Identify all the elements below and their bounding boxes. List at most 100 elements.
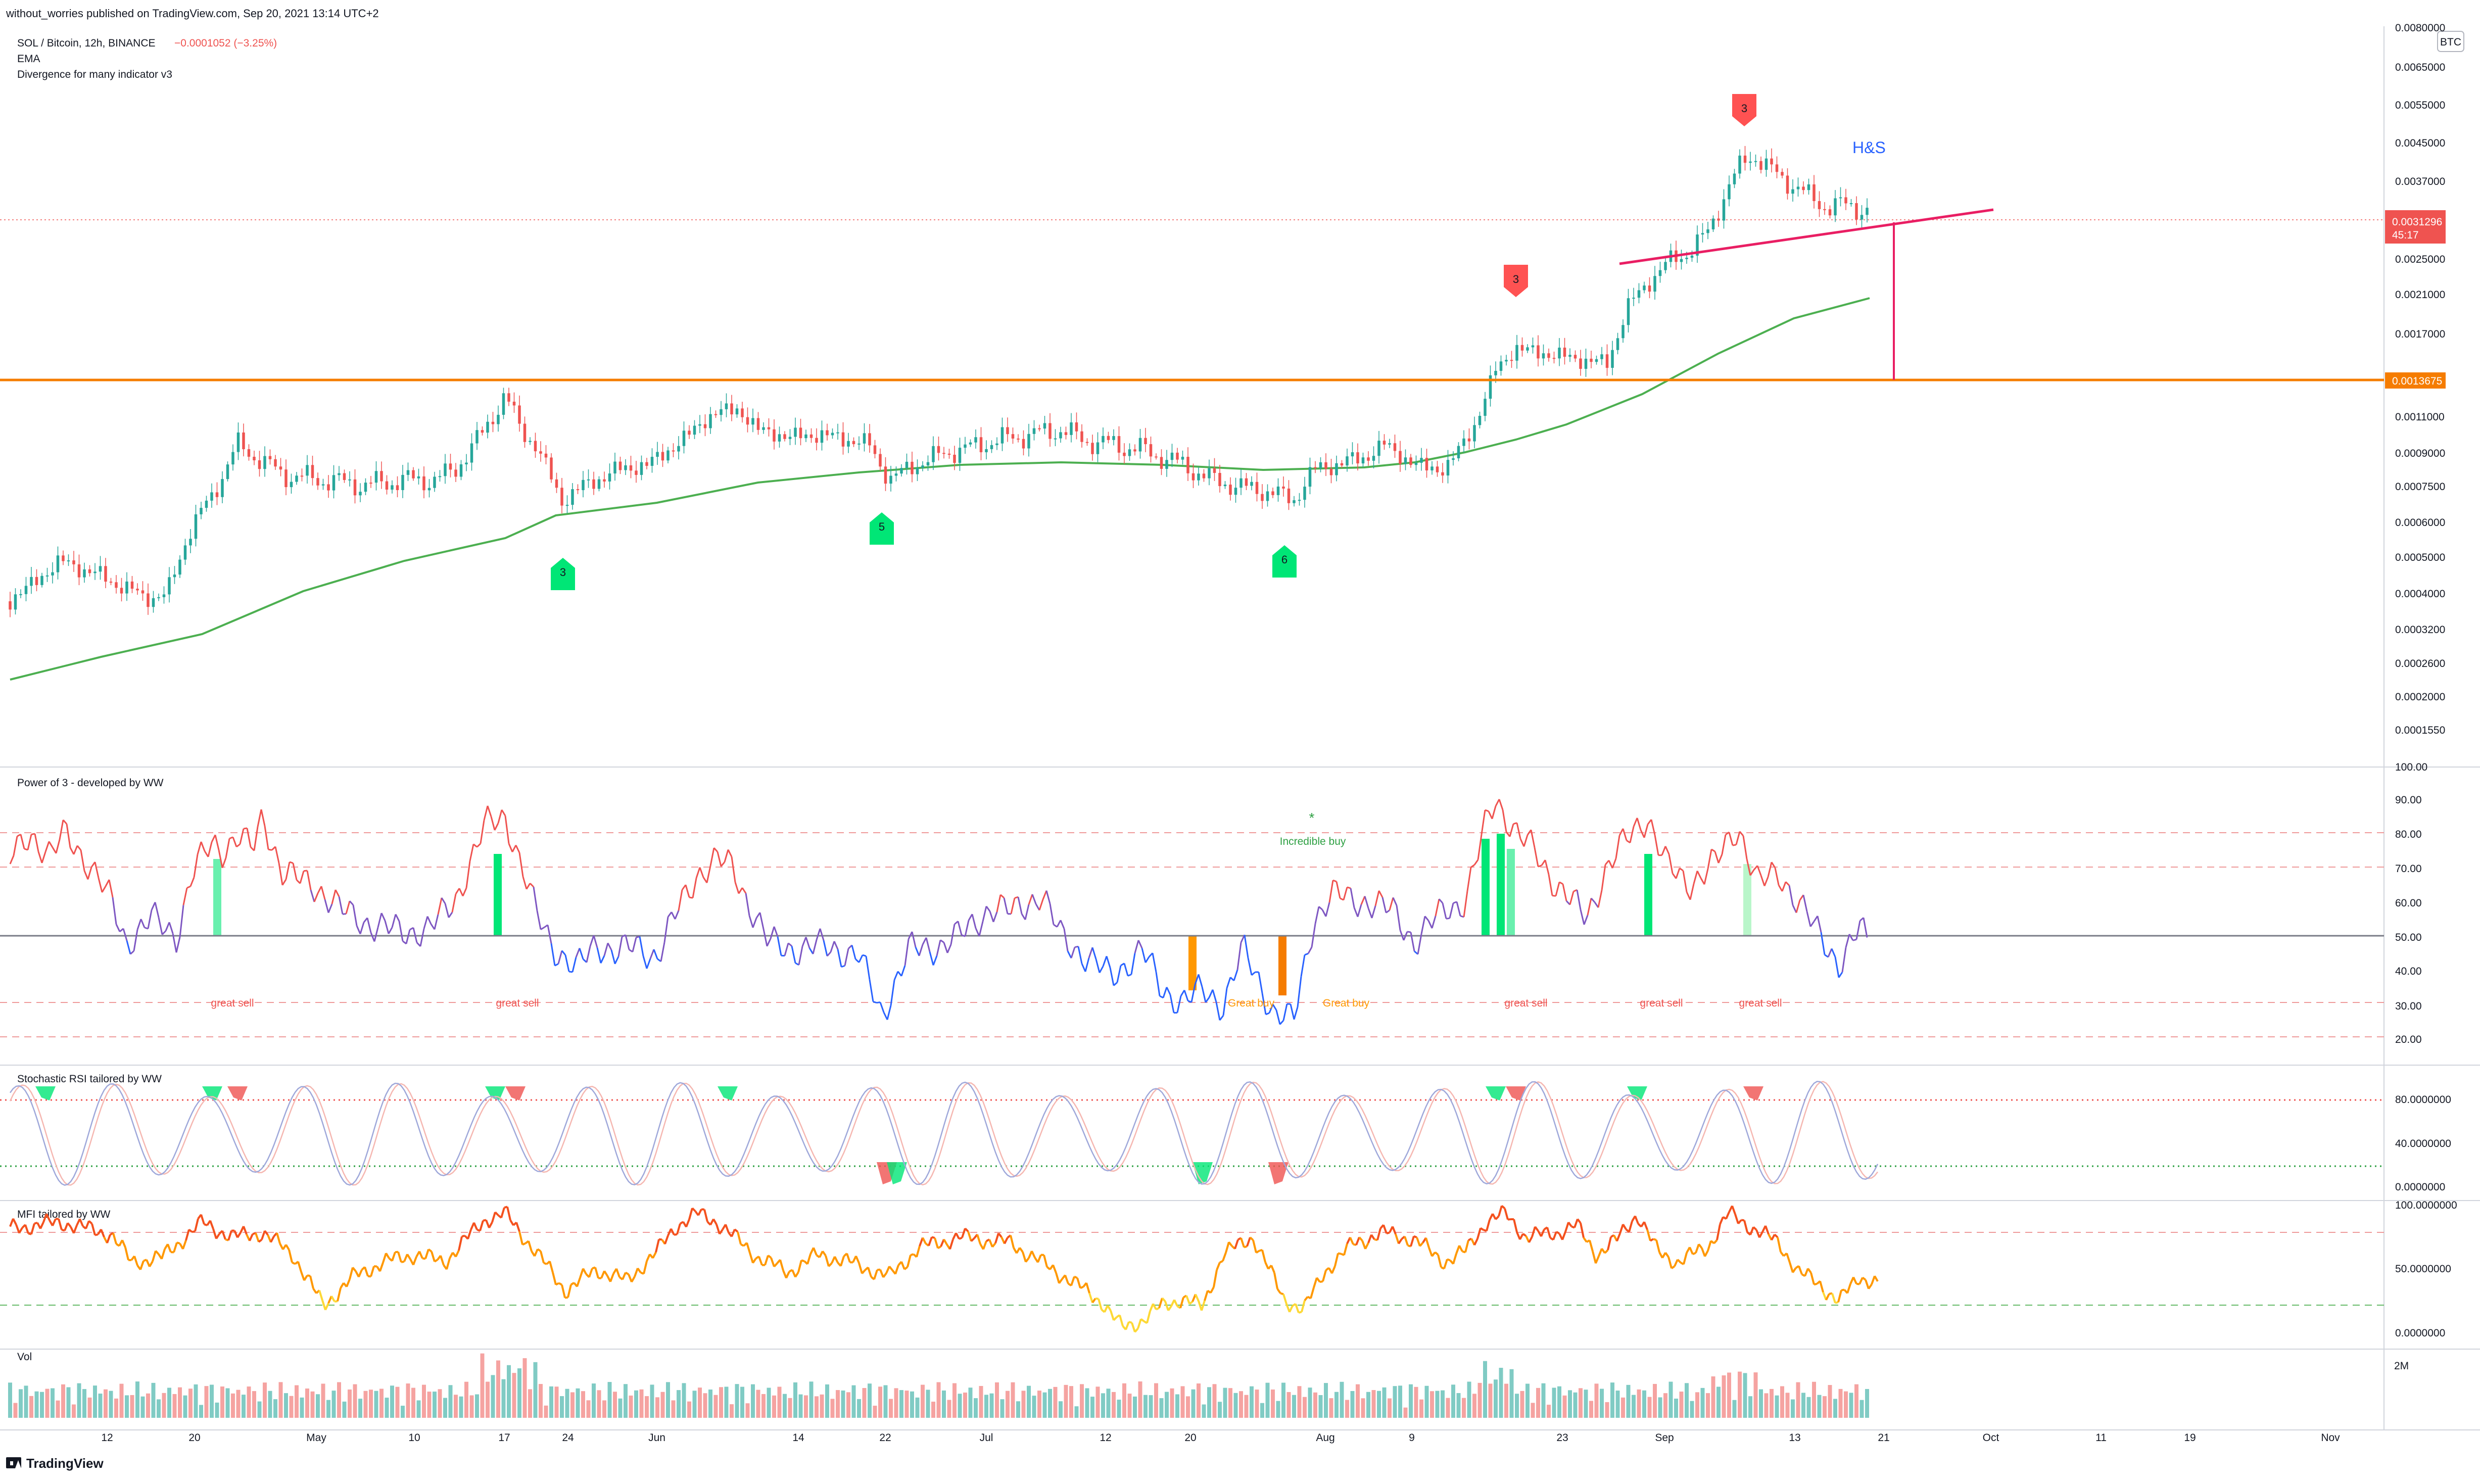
- power-of-3-segment: [997, 895, 1000, 912]
- volume-bar: [268, 1391, 272, 1418]
- mfi-segment: [456, 1251, 459, 1257]
- candle-body: [46, 576, 49, 577]
- volume-bar: [406, 1383, 410, 1418]
- volume-bar: [1865, 1389, 1869, 1418]
- volume-bar: [1228, 1388, 1232, 1418]
- power-of-3-segment: [1280, 1021, 1283, 1025]
- candle-body: [1133, 449, 1136, 451]
- candle-body: [959, 448, 962, 463]
- power-of-3-segment: [1029, 894, 1032, 904]
- mfi-segment: [19, 1228, 22, 1233]
- volume-bar: [1027, 1386, 1031, 1418]
- power-of-3-segment: [1584, 915, 1588, 925]
- power-of-3-segment: [714, 848, 718, 852]
- power-of-3-segment: [1046, 891, 1050, 904]
- power-of-3-segment: [1786, 882, 1789, 885]
- volume-title[interactable]: Vol: [17, 1351, 32, 1363]
- mfi-segment: [1869, 1284, 1872, 1289]
- power-of-3-segment: [1598, 890, 1602, 907]
- divergence-legend[interactable]: Divergence for many indicator v3: [17, 69, 172, 80]
- price-tick: 0.0080000: [2395, 22, 2445, 34]
- price-scale[interactable]: BTC 0.00800000.00650000.00550000.0045000…: [2385, 22, 2464, 736]
- candle-body: [1341, 463, 1344, 465]
- volume-bar: [1854, 1384, 1858, 1418]
- power-of-3-segment: [1517, 823, 1520, 839]
- price-tick: 0.0001550: [2395, 725, 2445, 736]
- mfi-segment: [1092, 1299, 1095, 1303]
- candle-body: [842, 433, 845, 447]
- power-of-3-segment: [1322, 909, 1326, 916]
- power-of-3-segment: [693, 878, 696, 898]
- candle-body: [964, 445, 967, 448]
- power-of-3-segment: [1655, 835, 1658, 855]
- volume-bar: [1658, 1397, 1662, 1418]
- mfi-segment: [1684, 1253, 1687, 1264]
- ema-line[interactable]: [10, 298, 1870, 680]
- candle-body: [1717, 219, 1720, 221]
- volume-bar: [1022, 1391, 1026, 1418]
- candle-body: [502, 393, 505, 415]
- power-of-3-pane[interactable]: Power of 3 - developed by WW * great sel…: [0, 761, 2427, 1045]
- candle-body: [210, 492, 213, 500]
- candle-body: [942, 453, 945, 454]
- ema-legend[interactable]: EMA: [17, 53, 40, 65]
- mfi-segment: [237, 1233, 241, 1238]
- mfi-segment: [823, 1251, 826, 1256]
- power-of-3-segment: [1535, 847, 1538, 867]
- power-of-3-segment: [916, 947, 919, 956]
- mfi-pane[interactable]: MFI tailored by WW 100.000000050.0000000…: [0, 1200, 2457, 1339]
- candle-body: [1797, 186, 1800, 189]
- mfi-segment: [1377, 1228, 1380, 1240]
- power-of-3-segment: [1100, 966, 1103, 973]
- candle-body: [545, 454, 548, 458]
- power-of-3-scale[interactable]: 100.0090.0080.0070.0060.0050.0040.0030.0…: [2395, 761, 2427, 1045]
- candle-body: [1086, 442, 1089, 443]
- volume-pane[interactable]: Vol 2M: [8, 1351, 2409, 1418]
- candle-body: [1733, 174, 1736, 184]
- power-of-3-segment: [721, 862, 725, 867]
- candle-body: [1399, 451, 1402, 463]
- power-of-3-segment: [1237, 942, 1241, 970]
- power-of-3-title[interactable]: Power of 3 - developed by WW: [17, 777, 164, 789]
- candle-body: [1861, 215, 1864, 219]
- candle-body: [948, 454, 951, 455]
- candle-body: [1691, 256, 1694, 258]
- power-of-3-segment: [863, 955, 866, 956]
- symbol-label[interactable]: SOL / Bitcoin, 12h, BINANCE: [17, 37, 156, 49]
- power-of-3-segment: [1131, 953, 1135, 974]
- mfi-title[interactable]: MFI tailored by WW: [17, 1209, 111, 1220]
- mfi-segment: [1338, 1253, 1341, 1254]
- power-of-3-segment: [562, 950, 565, 955]
- candle-body: [99, 566, 102, 571]
- candle-body: [884, 466, 887, 484]
- stoch-rsi-pane[interactable]: Stochastic RSI tailored by WW 80.0000000…: [0, 1073, 2451, 1193]
- mfi-segment: [398, 1252, 401, 1262]
- neckline[interactable]: [1619, 210, 1993, 264]
- volume-bar: [1239, 1391, 1243, 1418]
- volume-bar: [1181, 1386, 1185, 1418]
- mfi-segment: [68, 1223, 71, 1227]
- candle-body: [693, 426, 696, 435]
- power-of-3-segment: [374, 927, 378, 941]
- candle-body: [30, 577, 33, 586]
- candle-body: [279, 466, 282, 469]
- volume-bar: [1319, 1395, 1323, 1418]
- power-of-3-segment: [233, 837, 236, 847]
- power-of-3-segment: [1835, 957, 1839, 978]
- power-of-3-bar: [1497, 834, 1505, 936]
- volume-bar: [427, 1392, 432, 1418]
- volume-bar: [1823, 1396, 1827, 1418]
- mfi-segment: [935, 1238, 938, 1248]
- volume-bar: [751, 1384, 755, 1418]
- stoch-rsi-title[interactable]: Stochastic RSI tailored by WW: [17, 1073, 162, 1085]
- candle-body: [401, 475, 404, 490]
- mfi-segment: [1541, 1229, 1544, 1236]
- price-tick: 0.0055000: [2395, 100, 2445, 111]
